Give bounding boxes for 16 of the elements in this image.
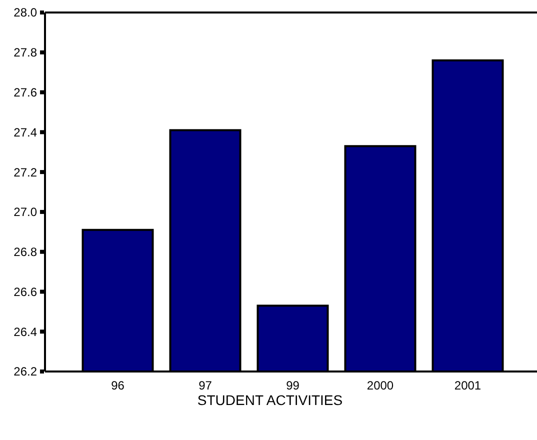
y-tick-label: 26.2 (14, 364, 38, 379)
y-tick-label: 26.8 (14, 245, 38, 260)
x-tick-label: 2000 (366, 378, 394, 392)
x-axis-title: STUDENT ACTIVITIES (197, 392, 343, 408)
y-tick-label: 27.2 (14, 165, 38, 180)
x-tick-label: 97 (198, 378, 212, 392)
y-tick-label: 27.0 (14, 205, 38, 220)
y-tick-label: 27.4 (14, 125, 38, 140)
y-tick-label: 27.8 (14, 46, 38, 60)
x-tick-label: 99 (286, 378, 300, 392)
y-tick-label: 26.6 (14, 284, 38, 299)
x-tick-label: 2001 (454, 378, 482, 392)
y-tick-label: 26.4 (14, 324, 38, 339)
y-tick-label: 27.6 (14, 85, 38, 100)
y-tick-label: 28.0 (14, 6, 38, 20)
x-tick-label: 96 (111, 378, 125, 392)
